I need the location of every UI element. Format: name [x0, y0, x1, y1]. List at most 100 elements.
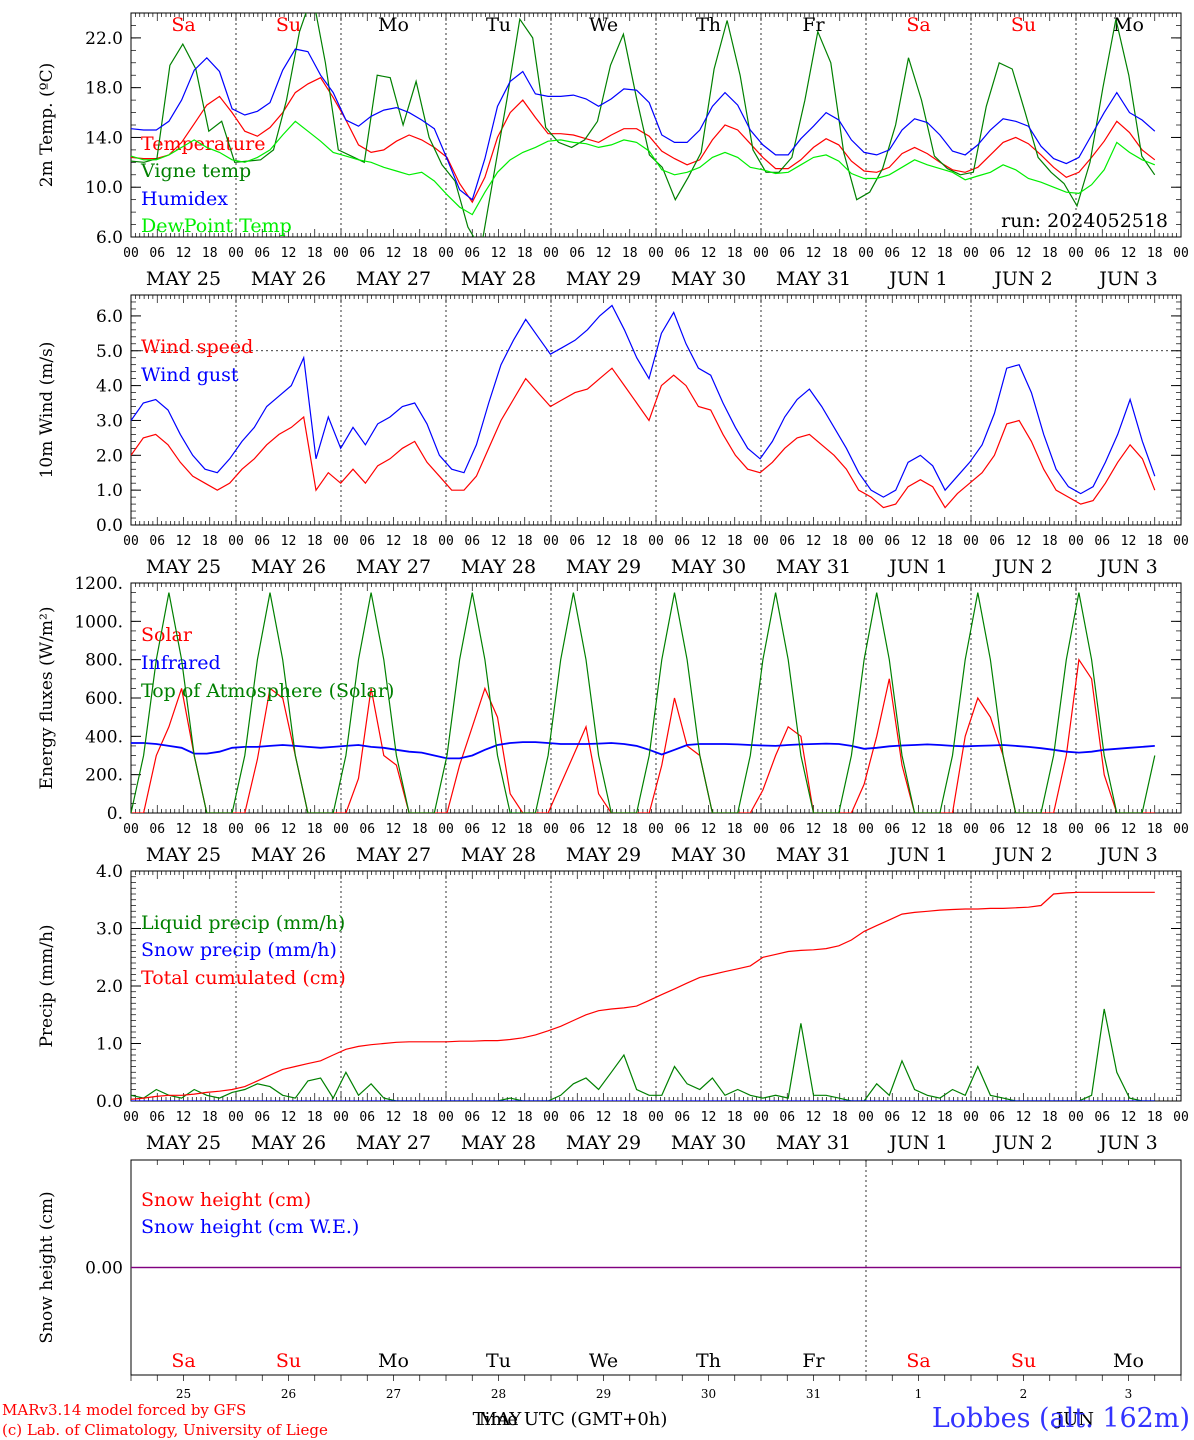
hour-tick-label: 12 — [386, 822, 402, 837]
legend-entry: Wind gust — [141, 364, 239, 386]
legend-entry: Infrared — [141, 652, 221, 674]
hour-tick-label: 18 — [412, 534, 428, 549]
hour-tick-label: 12 — [1121, 822, 1137, 837]
hour-tick-label: 18 — [727, 246, 743, 261]
series-line — [131, 304, 1156, 498]
hour-tick-label: 12 — [281, 534, 297, 549]
date-number-label: 3 — [1125, 1387, 1133, 1401]
hour-tick-label: 18 — [1147, 1110, 1163, 1125]
hour-tick-label: 18 — [517, 822, 533, 837]
date-label: MAY 30 — [671, 844, 746, 866]
y-tick-label: 0.0 — [96, 1092, 123, 1112]
hour-tick-label: 12 — [386, 246, 402, 261]
panel-5: 0.00 Snow height (cm) Sa Su Mo Tu We Th Fr Sa Su Mo… — [37, 1159, 1182, 1401]
hour-tick-label: 00 — [858, 246, 874, 261]
y-tick-label: 200. — [85, 766, 123, 786]
y-tick-label: 1200. — [74, 574, 123, 594]
y-tick-label: 3.0 — [96, 411, 123, 431]
hour-tick-label: 12 — [701, 246, 717, 261]
hour-tick-label: 06 — [359, 246, 375, 261]
date-label: JUN 2 — [992, 844, 1052, 866]
date-label: JUN 1 — [887, 844, 947, 866]
y-tick-label: 400. — [85, 727, 123, 747]
hour-tick-label: 00 — [228, 1110, 244, 1125]
date-label: MAY 28 — [461, 1132, 536, 1154]
date-label: MAY 29 — [566, 844, 641, 866]
series-line — [131, 13, 1156, 237]
hour-tick-label: 00 — [543, 534, 559, 549]
y-tick-label: 1.0 — [96, 1035, 123, 1055]
date-label: JUN 3 — [1097, 1132, 1157, 1154]
hour-tick-label: 06 — [674, 534, 690, 549]
date-label: MAY 26 — [251, 844, 326, 866]
y-tick-label: 4.0 — [96, 862, 123, 882]
hour-tick-label: 06 — [464, 1110, 480, 1125]
hour-tick-label: 18 — [832, 246, 848, 261]
hour-tick-label: 12 — [176, 534, 192, 549]
hour-tick-label: 00 — [753, 534, 769, 549]
day-abbr-label: Th — [696, 14, 721, 36]
y-tick-label: 6.0 — [96, 307, 123, 327]
hour-tick-label: 00 — [123, 246, 139, 261]
hour-tick-label: 06 — [254, 246, 270, 261]
hour-tick-label: 00 — [858, 534, 874, 549]
hour-tick-label: 12 — [1016, 246, 1032, 261]
y-tick-label: 6.0 — [96, 228, 123, 248]
date-number-label: 30 — [701, 1387, 716, 1401]
hour-tick-label: 00 — [753, 822, 769, 837]
day-abbr-label: Su — [1011, 1350, 1036, 1372]
hour-tick-label: 06 — [254, 1110, 270, 1125]
hour-tick-label: 18 — [307, 1110, 323, 1125]
date-label: MAY 26 — [251, 1132, 326, 1154]
hour-tick-label: 12 — [701, 1110, 717, 1125]
hour-tick-label: 06 — [569, 1110, 585, 1125]
hour-tick-label: 12 — [806, 534, 822, 549]
date-label: MAY 28 — [461, 556, 536, 578]
hour-tick-label: 06 — [1094, 246, 1110, 261]
month-label-jun: JUN — [1054, 1409, 1094, 1430]
hour-tick-label: 12 — [281, 822, 297, 837]
hour-tick-label: 12 — [911, 822, 927, 837]
hour-tick-label: 00 — [648, 822, 664, 837]
hour-tick-label: 06 — [884, 822, 900, 837]
hour-tick-label: 06 — [359, 822, 375, 837]
hour-tick-label: 12 — [596, 822, 612, 837]
hour-tick-label: 06 — [989, 246, 1005, 261]
hour-tick-label: 18 — [832, 534, 848, 549]
y-tick-label: 0.00 — [85, 1259, 123, 1279]
hour-tick-label: 00 — [963, 534, 979, 549]
hour-tick-label: 12 — [491, 822, 507, 837]
y-tick-label: 3.0 — [96, 920, 123, 940]
hour-tick-label: 06 — [254, 534, 270, 549]
hour-tick-label: 12 — [1016, 1110, 1032, 1125]
hour-tick-label: 18 — [1042, 1110, 1058, 1125]
y-tick-label: 800. — [85, 651, 123, 671]
date-label: MAY 27 — [356, 1132, 431, 1154]
hour-tick-label: 06 — [149, 534, 165, 549]
station-label: Lobbes (alt. 162m) — [932, 1403, 1190, 1434]
hour-tick-label: 00 — [333, 246, 349, 261]
hour-tick-label: 00 — [648, 1110, 664, 1125]
hour-tick-label: 12 — [176, 822, 192, 837]
hour-tick-label: 06 — [359, 534, 375, 549]
hour-tick-label: 00 — [963, 822, 979, 837]
legend-entry: Snow height (cm W.E.) — [141, 1216, 359, 1238]
date-label: MAY 28 — [461, 268, 536, 290]
hour-tick-label: 06 — [884, 534, 900, 549]
date-label: MAY 31 — [776, 556, 851, 578]
hour-tick-label: 18 — [832, 1110, 848, 1125]
hour-tick-label: 00 — [963, 246, 979, 261]
hour-tick-label: 06 — [674, 1110, 690, 1125]
date-label: JUN 3 — [1097, 268, 1157, 290]
day-abbr-label: Su — [1011, 14, 1036, 36]
hour-tick-label: 12 — [1121, 1110, 1137, 1125]
date-label: MAY 25 — [146, 844, 221, 866]
hour-tick-label: 06 — [1094, 534, 1110, 549]
day-abbr-label: Mo — [1113, 1350, 1144, 1372]
hour-tick-label: 12 — [911, 534, 927, 549]
day-abbr-label: Sa — [906, 14, 930, 36]
hour-tick-label: 12 — [491, 1110, 507, 1125]
y-tick-label: 22.0 — [85, 29, 123, 49]
hour-tick-label: 06 — [884, 1110, 900, 1125]
hour-tick-label: 18 — [1147, 534, 1163, 549]
